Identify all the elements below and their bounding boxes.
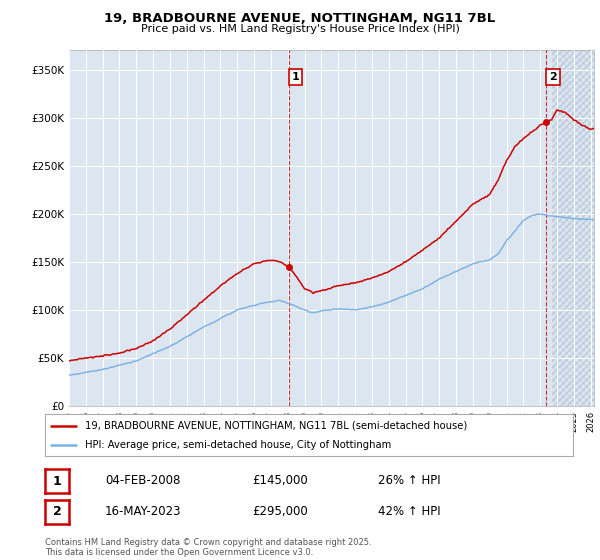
Text: 04-FEB-2008: 04-FEB-2008 bbox=[105, 474, 181, 487]
Text: 2: 2 bbox=[549, 72, 557, 82]
Text: 19, BRADBOURNE AVENUE, NOTTINGHAM, NG11 7BL (semi-detached house): 19, BRADBOURNE AVENUE, NOTTINGHAM, NG11 … bbox=[85, 421, 467, 431]
Text: 1: 1 bbox=[53, 474, 61, 488]
Text: £295,000: £295,000 bbox=[252, 505, 308, 518]
Text: 1: 1 bbox=[292, 72, 299, 82]
Text: 2: 2 bbox=[53, 505, 61, 519]
Text: HPI: Average price, semi-detached house, City of Nottingham: HPI: Average price, semi-detached house,… bbox=[85, 440, 391, 450]
Text: £145,000: £145,000 bbox=[252, 474, 308, 487]
Text: Price paid vs. HM Land Registry's House Price Index (HPI): Price paid vs. HM Land Registry's House … bbox=[140, 24, 460, 34]
Bar bbox=[552, 50, 594, 406]
Bar bbox=[552, 50, 594, 406]
Text: 26% ↑ HPI: 26% ↑ HPI bbox=[378, 474, 440, 487]
Text: Contains HM Land Registry data © Crown copyright and database right 2025.
This d: Contains HM Land Registry data © Crown c… bbox=[45, 538, 371, 557]
Text: 19, BRADBOURNE AVENUE, NOTTINGHAM, NG11 7BL: 19, BRADBOURNE AVENUE, NOTTINGHAM, NG11 … bbox=[104, 12, 496, 25]
Text: 16-MAY-2023: 16-MAY-2023 bbox=[105, 505, 182, 518]
Text: 42% ↑ HPI: 42% ↑ HPI bbox=[378, 505, 440, 518]
